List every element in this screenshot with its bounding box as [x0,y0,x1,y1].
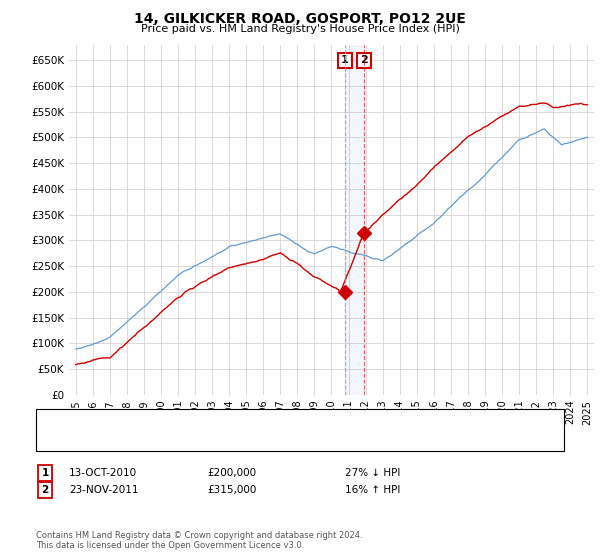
Text: HPI: Average price, detached house, Gosport: HPI: Average price, detached house, Gosp… [87,434,322,444]
Text: 23-NOV-2011: 23-NOV-2011 [69,485,139,495]
Bar [345,45,364,395]
Text: 27% ↓ HPI: 27% ↓ HPI [345,468,400,478]
Text: Price paid vs. HM Land Registry's House Price Index (HPI): Price paid vs. HM Land Registry's House … [140,24,460,34]
Text: 14, GILKICKER ROAD, GOSPORT, PO12 2UE (detached house): 14, GILKICKER ROAD, GOSPORT, PO12 2UE (d… [87,416,405,426]
Text: 2: 2 [360,55,368,66]
Text: £315,000: £315,000 [207,485,256,495]
Text: 1: 1 [341,55,349,66]
Text: ———: ——— [48,414,71,427]
Text: ———: ——— [48,432,71,446]
Text: 1: 1 [41,468,49,478]
Text: 14, GILKICKER ROAD, GOSPORT, PO12 2UE: 14, GILKICKER ROAD, GOSPORT, PO12 2UE [134,12,466,26]
Text: 13-OCT-2010: 13-OCT-2010 [69,468,137,478]
Text: Contains HM Land Registry data © Crown copyright and database right 2024.
This d: Contains HM Land Registry data © Crown c… [36,531,362,550]
Text: 16% ↑ HPI: 16% ↑ HPI [345,485,400,495]
Text: £200,000: £200,000 [207,468,256,478]
Text: 2: 2 [41,485,49,495]
